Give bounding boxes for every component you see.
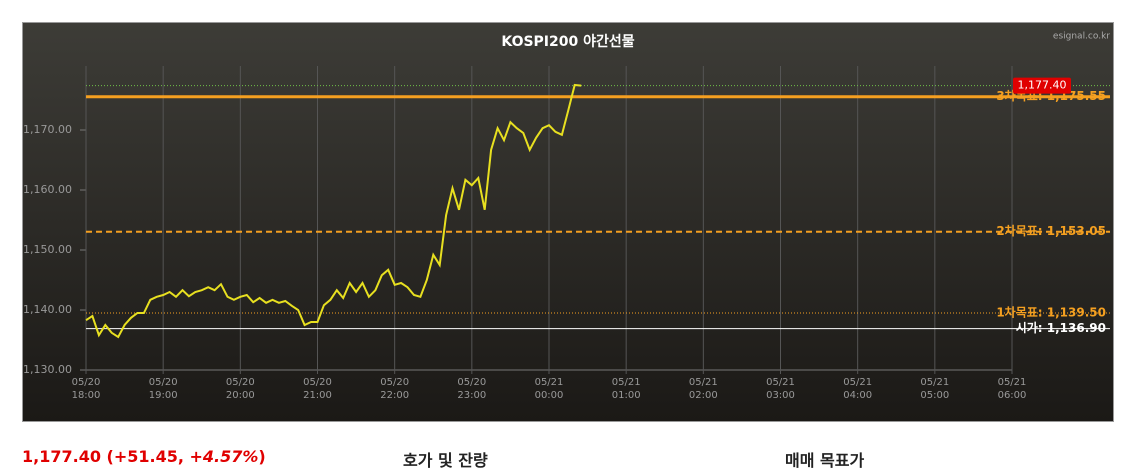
tab[interactable]: 호가 및 잔량 [403,451,488,470]
chart-title: KOSPI200 야간선물 [501,33,634,50]
price-line [85,83,582,339]
y-tick-label: 1,130.00 [23,363,72,376]
x-tick-label: 05/20 22:00 [380,377,410,401]
x-tick-label: 05/21 06:00 [997,377,1027,401]
x-tick-label: 05/21 02:00 [688,377,718,401]
quote-tail: ) [258,447,266,466]
chart-panel [22,22,1114,422]
source: esignal.co.kr [1053,32,1110,42]
y-tick-label: 1,150.00 [23,243,72,256]
quote: 1,177.40 (+51.45, +4.57%) [22,447,266,466]
x-tick-label: 05/21 05:00 [920,377,950,401]
x-tick-label: 05/21 01:00 [611,377,641,401]
x-tick-label: 05/21 04:00 [843,377,873,401]
x-tick-label: 05/20 21:00 [303,377,332,401]
tab[interactable]: 매매 목표가 [785,451,865,470]
last-price-label: 1,177.40 [1018,79,1067,92]
x-tick-label: 05/21 00:00 [534,377,564,401]
y-tick-label: 1,140.00 [23,303,72,316]
x-tick-label: 05/20 19:00 [148,377,178,401]
x-tick-label: 05/20 20:00 [225,377,255,401]
quote-main: 1,177.40 (+51.45, [22,447,190,466]
x-tick-label: 05/20 18:00 [71,377,101,401]
quote-pct: +4.57% [189,447,259,466]
x-tick-label: 05/21 03:00 [766,377,795,401]
reference-label: 시가: 1,136.90 [1016,320,1106,335]
reference-label: 1차목표: 1,139.50 [996,305,1106,320]
y-tick-label: 1,170.00 [23,123,72,136]
x-tick-label: 05/20 23:00 [457,377,487,401]
reference-label: 2차목표: 1,153.05 [996,223,1106,238]
y-tick-label: 1,160.00 [23,183,72,196]
last-price-tag [1013,77,1071,94]
